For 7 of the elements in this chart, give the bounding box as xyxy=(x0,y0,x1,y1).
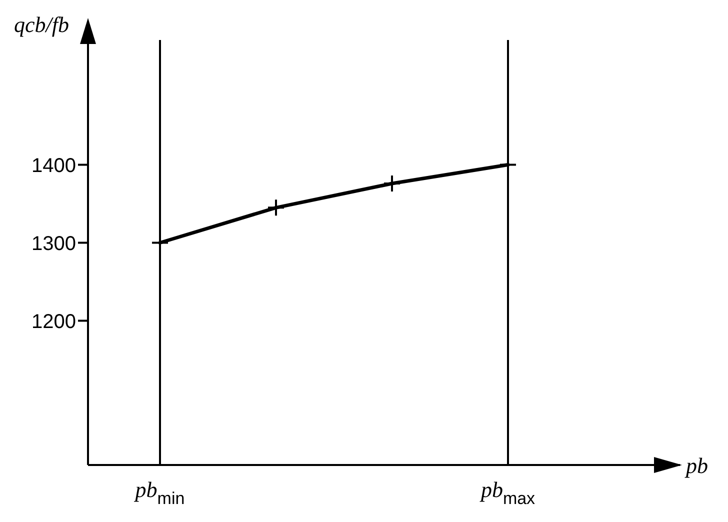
x-tick-label: pb$_{min}$ xyxy=(133,477,185,508)
y-axis-title: qcb/fb xyxy=(14,12,69,37)
x-tick-label: pb$_{max}$ xyxy=(478,477,536,508)
y-tick-label: 1200 xyxy=(32,310,76,333)
text: pb xyxy=(684,453,708,478)
y-tick-label: 1300 xyxy=(32,232,76,255)
y-tick-label: 1400 xyxy=(32,154,76,177)
